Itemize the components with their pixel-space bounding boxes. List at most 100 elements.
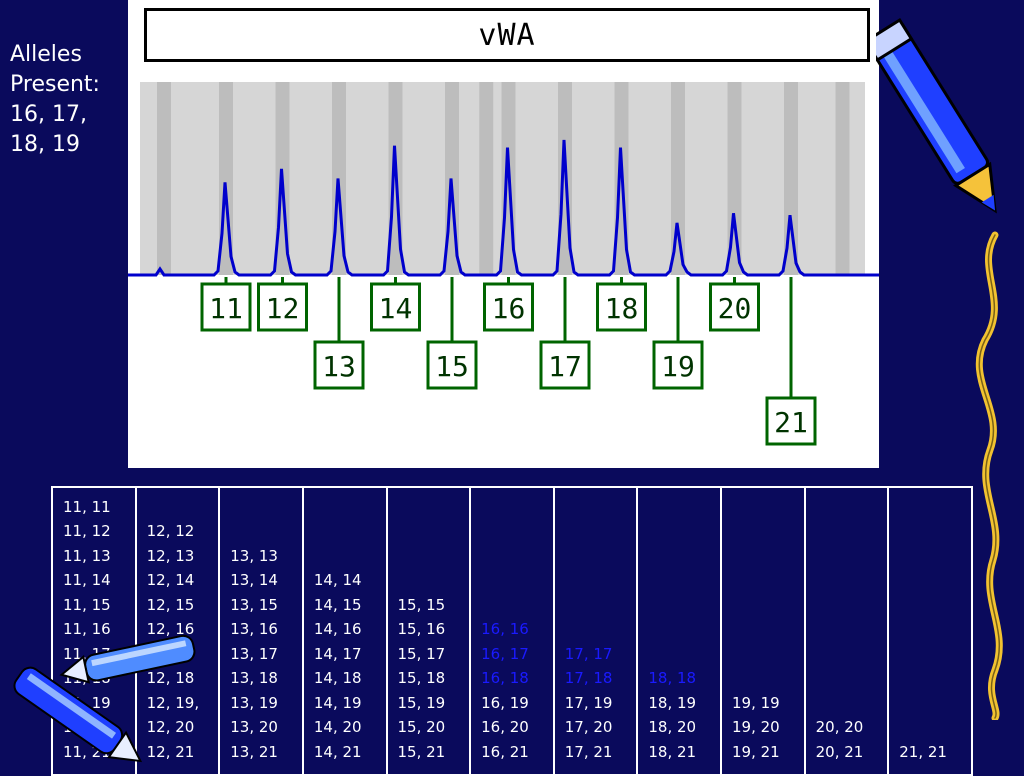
allele-bin [835,82,850,275]
genotype-cell: 12, 14 [146,571,195,589]
genotype-cell: 14, 20 [313,718,362,736]
genotype-cell: 14, 16 [313,620,362,638]
genotype-cell: 13, 16 [230,620,278,638]
genotype-column: 14, 14 14, 15 14, 16 14, 17 14, 18 14, 19 14, … [301,486,388,776]
genotype-column: 21, 21 [887,486,973,776]
alleles-line-4: 18, 19 [10,132,80,157]
crayon-icon [13,634,196,763]
pencil-icon [876,18,997,214]
allele-label-box [313,340,365,390]
allele-label-box [200,282,252,332]
genotype-cell: 13, 13 [230,546,278,565]
genotype-cell: 18, 20 [648,718,697,736]
genotype-cell: 13, 19 [230,693,278,712]
alleles-line-1: Alleles [10,42,82,67]
allele-bin [671,82,685,275]
allele-label-box [596,282,647,332]
genotype-cell: 19, 19 [732,693,780,712]
genotype-cell: 15, 21 [397,742,446,761]
genotype-cell: 14, 21 [313,742,362,761]
genotype-cell: 16, 19 [481,693,529,712]
genotype-column: 15, 15 15, 16 15, 17 15, 18 15, 19 15, 20 15, … [385,486,472,776]
genotype-cell: 13, 20 [230,718,278,736]
genotype-cell: 14, 19 [313,693,362,712]
genotype-cell: 17, 21 [564,742,613,761]
genotype-cell: 12, 16 [146,620,195,638]
genotype-cell: 14, 15 [313,595,362,614]
genotype-column: 18, 18 18, 19 18, 20 18, 21 [636,486,722,776]
alleles-line-3: 16, 17, [10,102,87,127]
allele-label: 18 [605,292,639,325]
genotype-cell: 19, 21 [732,742,780,761]
allele-label: 13 [322,350,356,383]
genotype-column: 20, 20 20, 21 [803,486,890,776]
genotype-cell: 20, 21 [815,742,864,761]
genotype-cell: 12, 21 [146,742,195,761]
genotype-cell: 18, 19 [648,693,697,712]
electropherogram-figure: 11 12 13 14 15 16 17 18 19 20 21 [128,82,879,446]
genotype-cell: 21, 21 [899,742,947,761]
genotype-cell: 11, 15 [63,595,111,614]
genotype-cell: 13, 14 [230,571,278,589]
genotype-cell: 16, 20 [481,718,529,736]
allele-label: 17 [548,350,582,383]
locus-title: vWA [144,8,870,62]
genotype-cell: 12, 13 [146,546,195,565]
allele-bin [157,82,171,275]
signal-trace [128,139,879,277]
genotype-cell: 15, 17 [397,644,446,663]
genotype-cell: 20, 20 [815,718,864,736]
genotype-column: 19, 19 19, 20 19, 21 [720,486,806,776]
alleles-present-text: Alleles Present: 16, 17, 18, 19 [10,40,130,160]
genotype-cell: 11, 13 [63,546,111,565]
genotype-cell: 15, 15 [397,595,446,614]
genotype-cell: 11, 12 [63,522,111,540]
squiggle-line [975,231,1003,720]
genotype-cell: 12, 20 [146,718,195,736]
genotype-column: 16, 16 16, 17 16, 18 16, 19 16, 20 16, 21 [469,486,555,776]
genotype-cell: 12, 18 [146,669,195,687]
allele-label-box [709,282,760,332]
allele-label: 16 [492,292,526,325]
genotype-cell: 11, 14 [63,571,111,589]
genotype-cell: 15, 20 [397,718,446,736]
genotype-cell: 15, 19 [397,693,446,712]
allele-label: 14 [379,292,413,325]
genotype-column: 13, 13 13, 14 13, 15 13, 16 13, 17 13, 18 13, … [218,486,304,776]
genotype-cell: 11, 16 [63,620,111,638]
allele-label: 19 [661,350,695,383]
allele-label: 11 [209,292,243,325]
allele-bin [479,82,494,275]
genotype-column: 17, 17 17, 18 17, 19 17, 20 17, 21 [552,486,639,776]
allele-label: 12 [266,292,300,325]
genotype-cell: 14, 14 [313,571,362,589]
genotype-cell: 12, 15 [146,595,195,614]
allele-label: 15 [435,350,469,383]
genotype-cell: 17, 18 [564,669,613,687]
allele-label-box [652,340,704,390]
genotype-cell: 12, 19, [146,693,200,712]
genotype-cell: 13, 17 [230,644,278,663]
allele-label-box [539,340,591,390]
genotype-cell: 18, 21 [648,742,697,761]
genotype-cell: 14, 17 [313,644,362,663]
electropherogram-panel: 11 12 13 14 15 16 17 18 19 20 21 vWA [128,0,879,468]
genotype-cell: 16, 21 [481,742,529,761]
genotype-cell: 13, 18 [230,669,278,687]
genotype-cell: 16, 18 [481,669,529,687]
genotype-cell: 14, 18 [313,669,362,687]
allele-label: 21 [774,406,808,439]
genotype-cell: 11, 11 [63,497,111,516]
allele-label-box [257,282,308,332]
genotype-cell: 15, 16 [397,620,446,638]
genotype-cell: 15, 18 [397,669,446,687]
allele-label-box [426,340,478,390]
genotype-cell: 17, 17 [564,644,613,663]
genotype-cell: 19, 20 [732,718,780,736]
allele-label: 20 [718,292,752,325]
genotype-cell: 17, 19 [564,693,613,712]
alleles-line-2: Present: [10,72,100,97]
genotype-cell: 13, 15 [230,595,278,614]
genotype-cell: 18, 18 [648,669,697,687]
